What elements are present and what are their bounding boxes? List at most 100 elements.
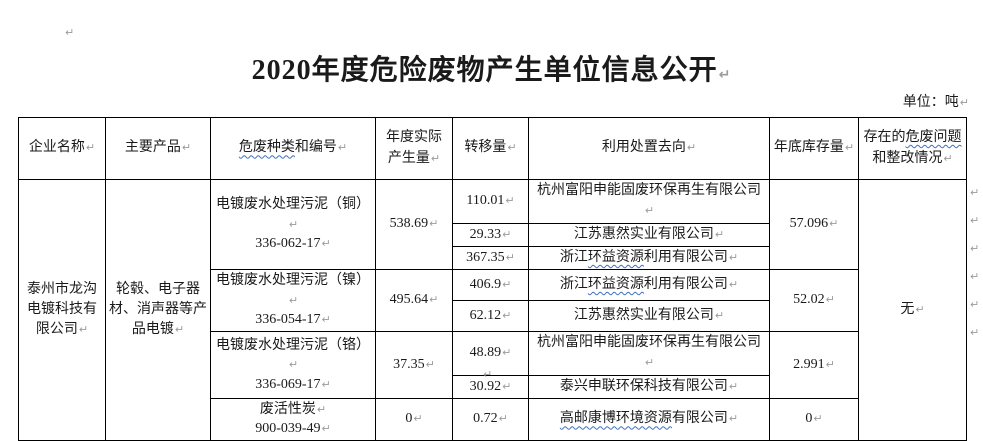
paragraph-mark-icon: ↵	[483, 368, 493, 381]
header-transfer: 转移量↵	[452, 117, 529, 180]
waste-type-cell-nickel: 电镀废水处理污泥（镍）↵ 336-054-17↵	[210, 269, 376, 332]
paragraph-mark-icon: ↵	[505, 194, 515, 208]
paragraph-mark-icon: ↵	[85, 141, 96, 155]
paragraph-mark-icon: ↵	[425, 357, 435, 371]
transfer-amount-cell: 62.12↵	[452, 300, 529, 332]
header-issues: 存在的危废问题和整改情况↵	[858, 117, 967, 180]
paragraph-mark-icon: ↵	[321, 313, 331, 327]
inventory-cell: 52.02↵	[769, 269, 859, 332]
transfer-amount-cell: 48.89↵	[452, 330, 529, 376]
paragraph-mark-icon: ↵	[644, 356, 655, 370]
table-row: 29.33↵ 江苏惠然实业有限公司↵	[19, 222, 967, 247]
paragraph-mark-icon: ↵	[174, 323, 185, 337]
annual-amount-cell: 495.64↵	[375, 269, 453, 332]
header-products: 主要产品↵	[105, 117, 211, 180]
inventory-cell: 57.096↵	[769, 178, 859, 271]
transfer-amount-cell: 30.92↵	[452, 374, 529, 399]
paragraph-mark-icon: ↵	[970, 242, 980, 255]
paragraph-mark-icon: ↵	[970, 270, 980, 283]
paragraph-mark-icon: ↵	[718, 67, 732, 83]
paragraph-mark-icon: ↵	[825, 357, 835, 371]
destination-cell: 高邮康博环境资源有限公司↵	[528, 397, 770, 441]
paragraph-mark-icon: ↵	[316, 402, 327, 416]
row-end-marks: ↵ ↵ ↵ ↵ ↵ ↵	[969, 186, 979, 354]
hazardous-waste-table: 企业名称↵ 主要产品↵ 危废种类和编号↵ 年度实际 产生量↵ 转移量↵ 利用处置去…	[18, 117, 967, 441]
header-waste-type: 危废种类和编号↵	[210, 117, 376, 180]
paragraph-mark-icon: ↵	[644, 204, 655, 218]
paragraph-mark-icon: ↵	[498, 412, 508, 426]
table-row: 62.12↵ 江苏惠然实业有限公司↵	[19, 300, 967, 332]
paragraph-mark-icon: ↵	[959, 96, 969, 109]
paragraph-mark-icon: ↵	[429, 217, 439, 231]
destination-cell: 浙江环益资源利用有限公司↵	[528, 245, 770, 271]
waste-type-cell-copper: 电镀废水处理污泥（铜）↵ 336-062-17↵	[210, 178, 376, 271]
annual-amount-cell: 538.69↵	[375, 178, 453, 271]
issues-cell: 无↵	[858, 178, 967, 441]
table-row: 30.92↵ 泰兴申联环保科技有限公司↵	[19, 374, 967, 399]
paragraph-mark-icon: ↵	[970, 186, 980, 199]
paragraph-mark-icon: ↵	[970, 326, 980, 339]
destination-cell: 杭州富阳申能固废环保再生有限公司↵	[528, 330, 770, 376]
waste-type-cell-carbon: 废活性炭↵ 900-039-49↵	[210, 397, 376, 441]
unit-label: 单位：吨↵	[903, 91, 969, 111]
transfer-amount-cell: 29.33↵	[452, 222, 529, 247]
paragraph-mark-icon: ↵	[429, 293, 439, 307]
table-row: 电镀废水处理污泥（铬）↵ 336-069-17↵ 37.35↵ 48.89↵ 杭州…	[19, 330, 967, 399]
paragraph-mark-icon: ↵	[321, 377, 331, 391]
paragraph-mark-icon: ↵	[943, 151, 953, 165]
page-title-text: 2020年度危险废物产生单位信息公开	[251, 55, 718, 86]
paragraph-mark-icon: ↵	[288, 358, 299, 372]
inventory-cell: 2.991↵	[769, 330, 859, 399]
paragraph-mark-icon: ↵	[728, 412, 739, 426]
paragraph-mark-icon: ↵	[321, 422, 331, 436]
paragraph-mark-icon: ↵	[714, 308, 725, 322]
paragraph-mark-icon: ↵	[507, 141, 517, 155]
transfer-amount-cell: 110.01↵	[452, 179, 529, 224]
annual-amount-cell: 0↵	[375, 397, 453, 441]
inventory-cell: 0↵	[769, 397, 859, 441]
paragraph-mark-icon: ↵	[337, 141, 348, 155]
paragraph-mark-icon: ↵	[288, 293, 299, 307]
header-inventory: 年底库存量↵	[769, 117, 859, 180]
paragraph-mark-icon: ↵	[413, 412, 423, 426]
paragraph-mark-icon: ↵	[502, 227, 512, 241]
annual-amount-cell: 37.35↵	[375, 330, 453, 399]
paragraph-mark-icon: ↵	[844, 141, 855, 155]
transfer-amount-cell: 0.72↵	[452, 397, 529, 441]
paragraph-mark-icon: ↵	[505, 250, 515, 264]
paragraph-mark-icon: ↵	[502, 379, 512, 393]
waste-type-cell-chromium: 电镀废水处理污泥（铬）↵ 336-069-17↵	[210, 330, 376, 399]
paragraph-mark-icon: ↵	[686, 141, 697, 155]
company-name-cell: 泰州市龙沟电镀科技有限公司↵	[18, 178, 106, 441]
paragraph-mark-icon: ↵	[65, 26, 75, 39]
paragraph-mark-icon: ↵	[430, 151, 441, 165]
paragraph-mark-icon: ↵	[829, 217, 839, 231]
paragraph-mark-icon: ↵	[728, 379, 739, 393]
main-products-cell: 轮毂、电子器材、消声器等产品电镀↵	[105, 178, 211, 441]
paragraph-mark-icon: ↵	[502, 277, 512, 291]
paragraph-mark-icon: ↵	[915, 302, 925, 316]
paragraph-mark-icon: ↵	[825, 293, 835, 307]
paragraph-mark-icon: ↵	[970, 214, 980, 227]
paragraph-mark-icon: ↵	[288, 217, 299, 231]
table-row: 367.35↵ 浙江环益资源利用有限公司↵	[19, 245, 967, 271]
paragraph-mark-icon: ↵	[78, 323, 89, 337]
destination-cell: 浙江环益资源利用有限公司↵	[528, 269, 770, 302]
page-title: 2020年度危险废物产生单位信息公开↵	[0, 48, 983, 88]
paragraph-mark-icon: ↵	[813, 412, 823, 426]
destination-cell: 杭州富阳申能固废环保再生有限公司↵	[528, 179, 770, 224]
table-header-row: 企业名称↵ 主要产品↵ 危废种类和编号↵ 年度实际 产生量↵ 转移量↵ 利用处置去…	[18, 117, 967, 180]
transfer-amount-cell: 367.35↵	[452, 245, 529, 271]
destination-cell: 江苏惠然实业有限公司↵	[528, 300, 770, 332]
paragraph-mark-icon: ↵	[502, 308, 512, 322]
paragraph-mark-icon: ↵	[970, 298, 980, 311]
paragraph-mark-icon: ↵	[728, 250, 739, 264]
table-row: 泰州市龙沟电镀科技有限公司↵ 轮毂、电子器材、消声器等产品电镀↵ 电镀废水处理污…	[18, 178, 967, 441]
paragraph-mark-icon: ↵	[714, 227, 725, 241]
destination-cell: 泰兴申联环保科技有限公司↵	[528, 374, 770, 399]
header-company: 企业名称↵	[18, 117, 106, 180]
paragraph-mark-icon: ↵	[728, 277, 739, 291]
paragraph-mark-icon: ↵	[502, 346, 512, 360]
paragraph-mark-icon: ↵	[321, 237, 331, 251]
unit-label-text: 单位：吨	[902, 95, 959, 110]
